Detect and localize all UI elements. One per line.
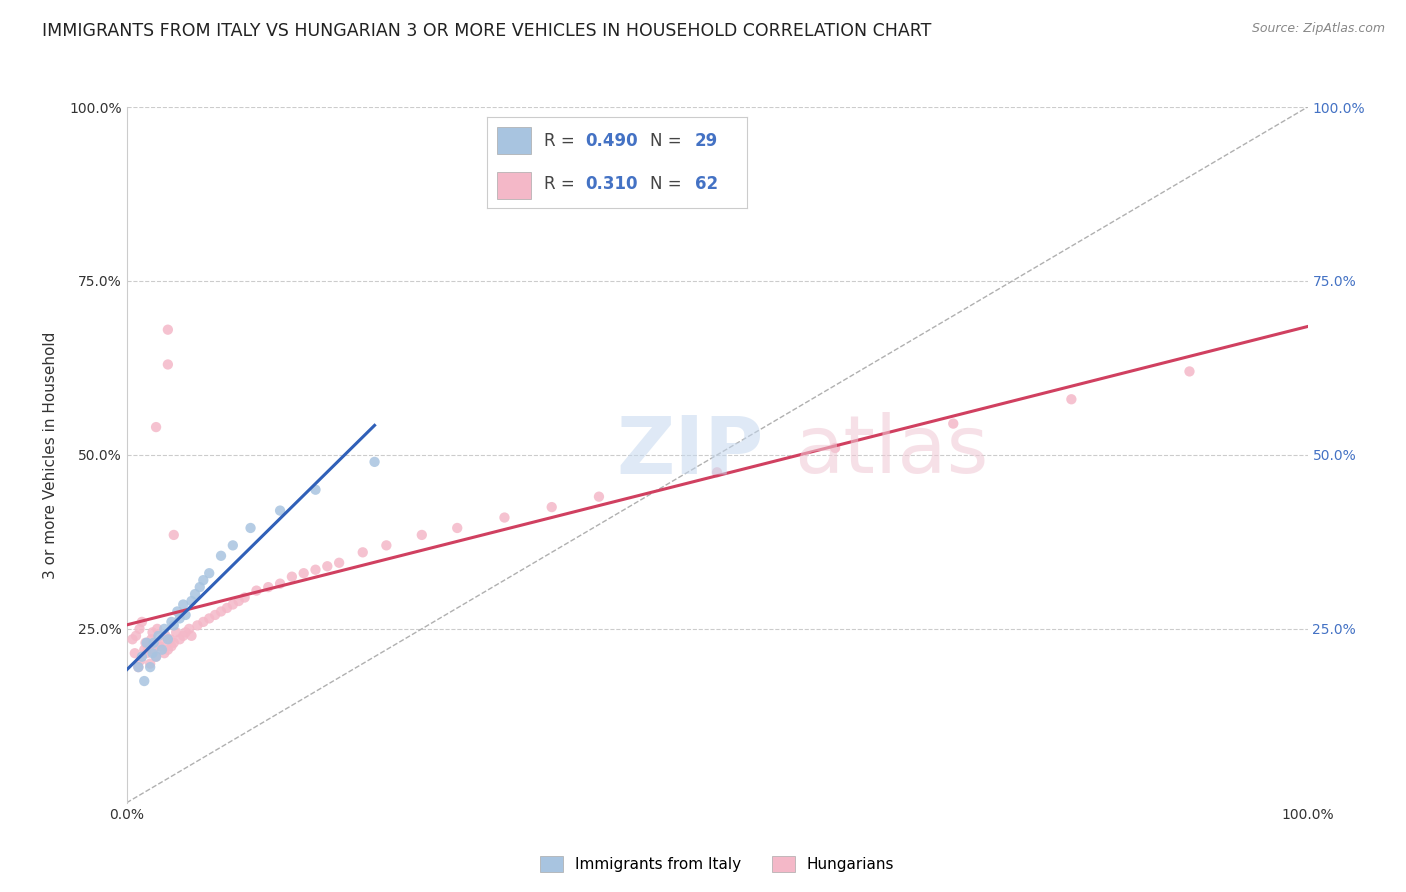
Point	[124, 646, 146, 660]
Point	[134, 642, 156, 657]
Point	[204, 607, 226, 622]
Point	[269, 576, 291, 591]
Point	[184, 587, 207, 601]
Legend: Immigrants from Italy, Hungarians: Immigrants from Italy, Hungarians	[533, 848, 901, 880]
Text: IMMIGRANTS FROM ITALY VS HUNGARIAN 3 OR MORE VEHICLES IN HOUSEHOLD CORRELATION C: IMMIGRANTS FROM ITALY VS HUNGARIAN 3 OR …	[42, 22, 932, 40]
Point	[129, 653, 152, 667]
Point	[141, 646, 163, 660]
Point	[172, 629, 194, 643]
Point	[706, 466, 728, 480]
Point	[139, 660, 162, 674]
Point	[494, 510, 516, 524]
Point	[540, 500, 562, 514]
Point	[209, 605, 232, 619]
Point	[198, 566, 221, 581]
Point	[328, 556, 350, 570]
Point	[942, 417, 965, 431]
Point	[145, 420, 167, 434]
Point	[146, 622, 169, 636]
Point	[156, 632, 179, 647]
Point	[304, 563, 326, 577]
Point	[363, 455, 385, 469]
Point	[188, 580, 211, 594]
Point	[136, 639, 159, 653]
Point	[160, 639, 183, 653]
Point	[174, 607, 197, 622]
Point	[215, 601, 238, 615]
Point	[165, 625, 187, 640]
Point	[156, 358, 179, 372]
Point	[156, 323, 179, 337]
Point	[169, 611, 191, 625]
Point	[134, 674, 156, 689]
Point	[150, 642, 173, 657]
Point	[222, 598, 245, 612]
Text: ZIP: ZIP	[617, 412, 763, 491]
Point	[145, 649, 167, 664]
Point	[375, 538, 398, 552]
Text: Source: ZipAtlas.com: Source: ZipAtlas.com	[1251, 22, 1385, 36]
Point	[141, 632, 163, 647]
Point	[128, 622, 150, 636]
Point	[127, 660, 149, 674]
Point	[304, 483, 326, 497]
Point	[174, 625, 197, 640]
Point	[121, 632, 143, 647]
Point	[269, 503, 291, 517]
Point	[198, 611, 221, 625]
Point	[145, 649, 167, 664]
Point	[125, 629, 148, 643]
Point	[156, 642, 179, 657]
Point	[150, 636, 173, 650]
Point	[193, 573, 215, 587]
Point	[257, 580, 280, 594]
Point	[1178, 364, 1201, 378]
Y-axis label: 3 or more Vehicles in Household: 3 or more Vehicles in Household	[44, 331, 58, 579]
Point	[148, 629, 170, 643]
Point	[163, 636, 186, 650]
Point	[292, 566, 315, 581]
Point	[166, 605, 188, 619]
Point	[131, 649, 153, 664]
Point	[131, 615, 153, 629]
Point	[142, 642, 165, 657]
Point	[155, 629, 177, 643]
Point	[1060, 392, 1083, 407]
Point	[169, 632, 191, 647]
Point	[160, 615, 183, 629]
Point	[180, 629, 202, 643]
Point	[141, 625, 163, 640]
Text: atlas: atlas	[794, 412, 988, 491]
Point	[824, 441, 846, 455]
Point	[153, 622, 176, 636]
Point	[352, 545, 374, 559]
Point	[134, 636, 156, 650]
Point	[588, 490, 610, 504]
Point	[142, 636, 165, 650]
Point	[163, 618, 186, 632]
Point	[149, 639, 172, 653]
Point	[411, 528, 433, 542]
Point	[245, 583, 267, 598]
Point	[180, 594, 202, 608]
Point	[209, 549, 232, 563]
Point	[179, 622, 201, 636]
Point	[222, 538, 245, 552]
Point	[186, 618, 208, 632]
Point	[153, 646, 176, 660]
Point	[135, 636, 157, 650]
Point	[159, 632, 181, 647]
Point	[281, 570, 304, 584]
Point	[163, 528, 186, 542]
Point	[135, 646, 157, 660]
Point	[193, 615, 215, 629]
Point	[239, 521, 262, 535]
Point	[172, 598, 194, 612]
Point	[446, 521, 468, 535]
Point	[139, 657, 162, 671]
Point	[228, 594, 250, 608]
Point	[127, 660, 149, 674]
Point	[233, 591, 256, 605]
Point	[316, 559, 339, 574]
